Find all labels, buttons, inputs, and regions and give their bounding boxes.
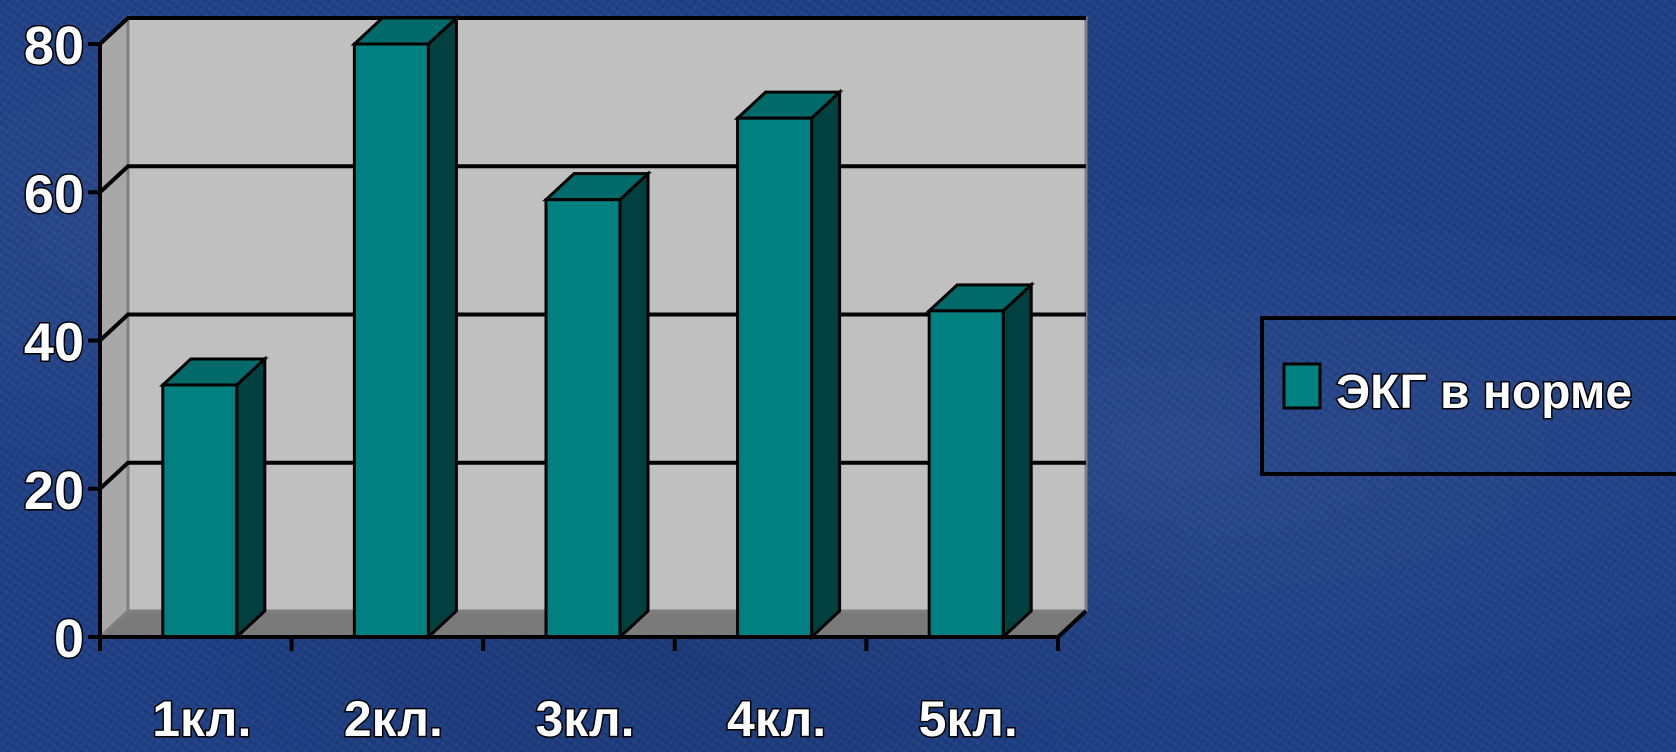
bar-1 bbox=[158, 355, 269, 641]
y-tick-label: 80 bbox=[24, 16, 84, 76]
legend: ЭКГ в норме bbox=[1260, 316, 1676, 476]
x-category-label: 1кл. bbox=[152, 691, 251, 747]
bar-side bbox=[810, 88, 842, 641]
y-tick-label: 60 bbox=[24, 164, 84, 224]
bar-front bbox=[736, 116, 814, 639]
x-category-label: 2кл. bbox=[344, 691, 443, 747]
y-tick-label: 0 bbox=[54, 609, 84, 669]
bar-2 bbox=[350, 14, 461, 641]
bar-side bbox=[618, 170, 650, 641]
bar-front bbox=[352, 42, 430, 639]
bar-front bbox=[927, 309, 1005, 639]
x-axis-depth-line bbox=[1056, 609, 1088, 639]
x-category-label: 3кл. bbox=[535, 691, 634, 747]
bar-4 bbox=[733, 88, 844, 641]
x-category-label: 4кл. bbox=[727, 691, 826, 747]
gridline bbox=[98, 16, 1086, 46]
y-tick-label: 20 bbox=[24, 461, 84, 521]
x-category-label: 5кл. bbox=[919, 691, 1018, 747]
bar-5 bbox=[925, 281, 1036, 641]
bar-side bbox=[426, 14, 458, 641]
y-tick-label: 40 bbox=[24, 313, 84, 373]
legend-label: ЭКГ в норме bbox=[1336, 366, 1632, 419]
legend-box bbox=[1260, 316, 1676, 476]
bar-front bbox=[544, 198, 622, 639]
bar-side bbox=[1001, 281, 1033, 641]
bar-3 bbox=[542, 170, 652, 641]
bar-front bbox=[161, 383, 239, 639]
axis-layer: 0 20 40 60 80 1кл. 2кл. 3кл. 4кл. 5кл. bbox=[22, 15, 1088, 749]
bar-layer bbox=[158, 14, 1036, 641]
bar-side bbox=[235, 355, 267, 641]
legend-swatch bbox=[1282, 362, 1322, 410]
